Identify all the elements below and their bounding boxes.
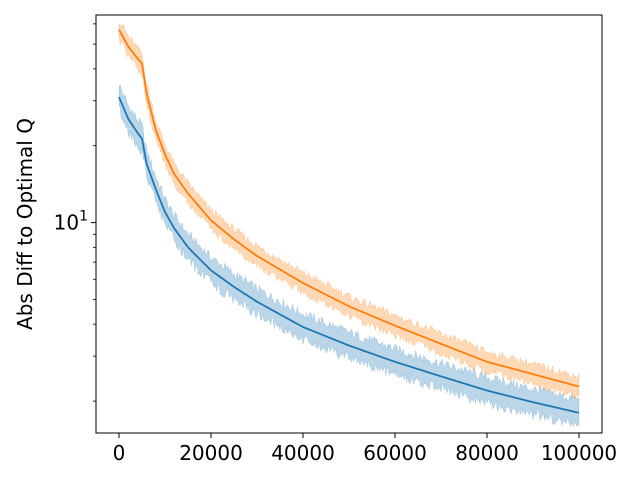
x-tick-label: 20000	[179, 441, 243, 465]
x-tick-label: 40000	[271, 441, 335, 465]
series-1-band	[118, 22, 580, 400]
series-lines	[118, 29, 580, 414]
y-axis-ticks: 101	[54, 23, 96, 402]
series-0-band	[118, 83, 580, 428]
x-tick-label: 80000	[455, 441, 519, 465]
y-tick-label: 101	[54, 209, 88, 235]
x-axis-ticks: 0 20000 40000 60000 80000 100000	[113, 433, 617, 465]
x-tick-label: 100000	[541, 441, 617, 465]
series-0-line	[118, 96, 580, 414]
y-axis-label: Abs Diff to Optimal Q	[13, 118, 37, 330]
plot-frame	[95, 14, 603, 434]
x-tick-label: 0	[113, 441, 126, 465]
confidence-bands	[118, 22, 580, 428]
x-tick-label: 60000	[363, 441, 427, 465]
series-1-line	[118, 29, 580, 388]
